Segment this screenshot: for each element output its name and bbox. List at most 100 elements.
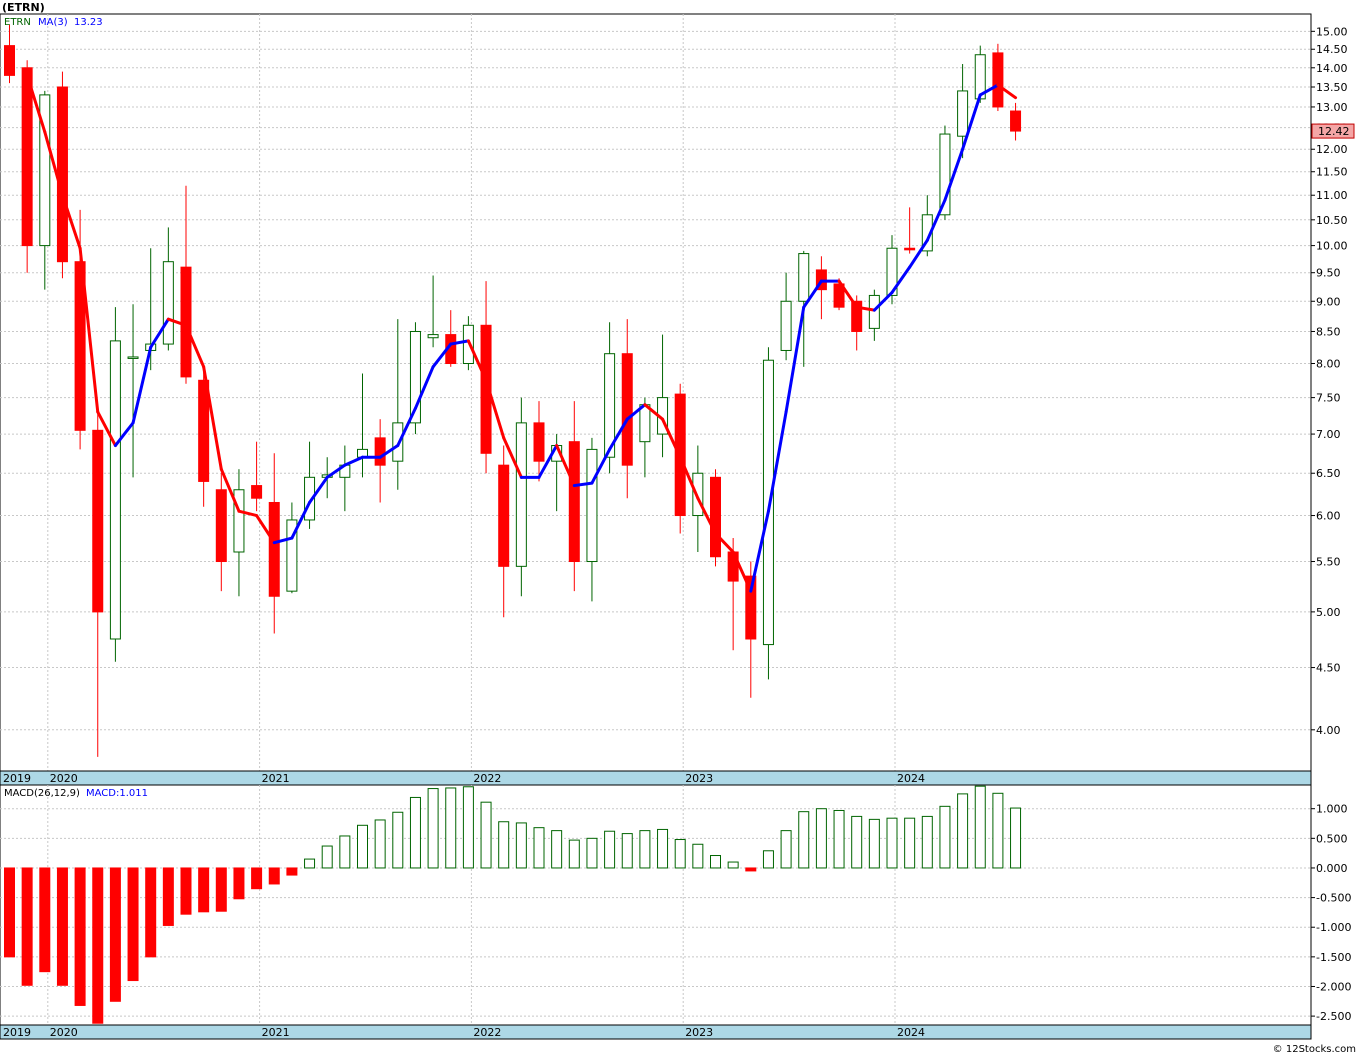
price-tick-label: 7.00 xyxy=(1316,428,1341,441)
candle-body xyxy=(374,437,386,466)
last-price-label: 12.42 xyxy=(1318,125,1350,138)
ma-segment xyxy=(802,279,823,309)
macd-bar xyxy=(727,861,739,869)
macd-value: MACD:1.011 xyxy=(86,788,148,799)
macd-bar xyxy=(286,867,298,876)
macd-bar xyxy=(974,785,986,869)
price-y-axis: 4.00 4.50 5.00 5.50 6.00 6.50 7.00 7.50 8.00 8.50… xyxy=(1311,25,1355,737)
macd-bar xyxy=(939,805,951,869)
ma-segment xyxy=(484,378,506,440)
macd-tick-label: 0.000 xyxy=(1316,862,1348,875)
candle-body xyxy=(215,489,227,563)
macd-year-label: 2020 xyxy=(50,1026,78,1039)
ma-segment xyxy=(502,436,523,479)
macd-bars xyxy=(4,785,1022,1024)
macd-year-label: 2022 xyxy=(473,1026,501,1039)
macd-bar xyxy=(674,839,686,869)
macd-y-axis: 1.000 0.500 0.000 -0.500 -1.000 -1.500 -2.000 -… xyxy=(1311,803,1351,1023)
macd-bar xyxy=(710,855,721,869)
ma-segment xyxy=(625,403,647,421)
ma-segment xyxy=(60,193,82,250)
price-tick-label: 9.50 xyxy=(1316,267,1341,280)
candle-body xyxy=(780,300,792,351)
macd-tick-label: 0.500 xyxy=(1316,832,1348,845)
macd-bar xyxy=(851,815,863,869)
candle-body xyxy=(992,52,1004,108)
ma-segment xyxy=(308,475,329,504)
macd-bar xyxy=(657,828,669,869)
ma-segment xyxy=(149,317,170,349)
candle-body xyxy=(268,501,280,597)
price-tick-label: 11.50 xyxy=(1316,166,1348,179)
candle-body xyxy=(198,379,210,482)
candle-body xyxy=(762,359,774,646)
ma-segment xyxy=(202,365,223,471)
macd-bar xyxy=(551,830,563,869)
legend-symbol: ETRN xyxy=(4,17,31,28)
macd-bar xyxy=(374,819,386,869)
macd-bar xyxy=(251,867,263,890)
ma-segment xyxy=(714,531,735,554)
macd-tick-label: -0.500 xyxy=(1316,892,1351,905)
ma-segment xyxy=(784,305,806,414)
macd-bar xyxy=(921,815,933,869)
candle-body xyxy=(604,353,616,458)
ma-segment xyxy=(378,444,400,459)
macd-year-label: 2019 xyxy=(3,1026,31,1039)
price-year-label: 2023 xyxy=(685,772,713,785)
macd-bar xyxy=(180,867,192,915)
price-year-band xyxy=(0,770,1312,786)
candle-body xyxy=(180,266,192,378)
price-tick-label: 7.50 xyxy=(1316,392,1341,405)
macd-bar xyxy=(304,858,316,869)
price-candles xyxy=(4,24,1022,757)
macd-tick-label: -1.000 xyxy=(1316,921,1351,934)
candle-body xyxy=(21,67,33,247)
macd-tick-label: -1.500 xyxy=(1316,951,1351,964)
candle-body xyxy=(639,404,651,443)
macd-year-label: 2023 xyxy=(685,1026,713,1039)
macd-bar xyxy=(762,850,774,869)
macd-bar xyxy=(568,839,580,869)
macd-bar xyxy=(639,830,651,869)
macd-bar xyxy=(480,801,492,869)
ma-segment xyxy=(678,455,700,500)
ma-segment xyxy=(166,317,188,327)
candle-body xyxy=(904,247,916,251)
ma-segment xyxy=(325,463,347,479)
price-panel xyxy=(0,13,1312,772)
ma-segment xyxy=(890,265,912,295)
price-tick-label: 10.00 xyxy=(1316,240,1348,253)
ma-segment xyxy=(96,410,117,448)
macd-bar xyxy=(357,824,368,869)
macd-bar xyxy=(215,867,227,912)
price-year-label: 2021 xyxy=(262,772,290,785)
price-tick-label: 4.00 xyxy=(1316,724,1341,737)
price-tick-label: 14.00 xyxy=(1316,62,1348,75)
macd-bar xyxy=(833,809,845,869)
candle-body xyxy=(798,253,810,302)
price-tick-label: 6.50 xyxy=(1316,467,1341,480)
price-tick-label: 15.00 xyxy=(1316,25,1348,38)
macd-bar xyxy=(409,796,421,869)
price-tick-label: 9.00 xyxy=(1316,295,1341,308)
ma-segment xyxy=(113,421,135,448)
candle-body xyxy=(710,476,721,558)
ma-segment xyxy=(749,509,770,593)
ma-segment xyxy=(25,73,47,134)
candle-body xyxy=(233,489,245,553)
macd-bar xyxy=(462,786,474,869)
ma-segment xyxy=(237,509,259,518)
macd-tick-label: -2.000 xyxy=(1316,980,1351,993)
price-year-label: 2020 xyxy=(50,772,78,785)
symbol-title: (ETRN) xyxy=(2,1,45,14)
price-year-label: 2022 xyxy=(473,772,501,785)
ma-segment xyxy=(608,417,629,451)
candle-body xyxy=(127,356,139,359)
macd-bar xyxy=(339,835,351,869)
ma-segment xyxy=(908,238,929,269)
ma-segment xyxy=(590,447,612,485)
ma-segment xyxy=(731,550,753,593)
ma-segment xyxy=(643,403,665,421)
macd-tick-label: -2.500 xyxy=(1316,1010,1351,1023)
